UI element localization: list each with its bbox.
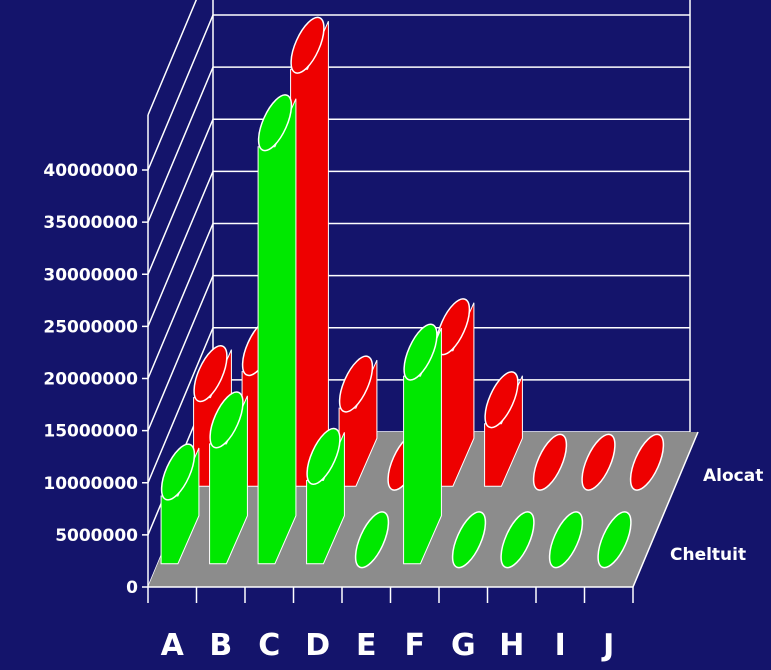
y-tick-label: 30000000 (43, 265, 138, 285)
bar-cheltuit-G (451, 511, 487, 569)
series-label-alocat: Alocat (703, 466, 763, 486)
x-tick-label: E (356, 628, 377, 663)
bar-top (629, 433, 665, 491)
bar-top (451, 511, 487, 569)
bar-cheltuit-A (160, 443, 200, 565)
bar-cheltuit-B (209, 391, 248, 565)
y-tick-label: 20000000 (43, 370, 138, 390)
x-tick-label: H (499, 628, 524, 663)
series-label-cheltuit: Cheltuit (670, 545, 746, 565)
side-gridline (147, 327, 214, 484)
side-gridline (147, 14, 214, 171)
chart-labels: 0 5000000 10000000 15000000 20000000 25000000… (43, 161, 763, 663)
side-gridline (147, 223, 214, 379)
x-tick-label: F (405, 628, 426, 663)
side-gridline (147, 118, 214, 275)
bar-alocat-I (581, 433, 616, 491)
bar-top (597, 511, 632, 569)
x-tick-label: B (209, 628, 232, 663)
bar-alocat-G (484, 371, 523, 487)
y-tick-label: 10000000 (43, 474, 138, 494)
chart-axes (142, 115, 699, 603)
bar-alocat-J (629, 433, 665, 491)
bar-cheltuit-F (403, 323, 442, 565)
side-gridline (147, 171, 214, 327)
x-tick-label: G (451, 628, 476, 663)
bar-body (403, 327, 442, 565)
bar-cheltuit-D (306, 427, 345, 565)
side-gridline (147, 275, 214, 431)
y-tick-label: 5000000 (55, 526, 138, 546)
bar-top (209, 391, 244, 449)
bar-cheltuit-E (354, 511, 390, 569)
bar-body (306, 432, 345, 565)
y-tick-label: 40000000 (43, 161, 138, 181)
x-tick-label: J (601, 628, 614, 663)
x-tick-label: C (258, 628, 280, 663)
bar-top (160, 443, 196, 501)
bar-top (290, 16, 325, 74)
bar-top (193, 345, 228, 403)
bar-body (338, 359, 378, 487)
bar-cheltuit-J (597, 511, 632, 569)
bar-top (532, 433, 568, 491)
bar-top (484, 371, 519, 429)
bar-top (581, 433, 616, 491)
bar-cheltuit-C (257, 94, 297, 565)
y-tick-label: 25000000 (43, 317, 138, 337)
x-tick-label: A (161, 628, 185, 663)
depth-axis (632, 431, 699, 588)
bar-top (500, 511, 535, 569)
bar-top (403, 323, 438, 381)
y-tick-label: 35000000 (43, 213, 138, 233)
bar-top (354, 511, 390, 569)
y-tick-label: 0 (126, 578, 138, 598)
y-tick-label: 15000000 (43, 422, 138, 442)
bar-top (306, 427, 341, 485)
x-tick-label: I (555, 628, 566, 663)
bar-alocat-H (532, 433, 568, 491)
bar-cheltuit-H (500, 511, 535, 569)
bar-top (257, 94, 293, 152)
bar-body (209, 395, 248, 565)
bar-body (257, 98, 297, 565)
bar-top (548, 511, 584, 569)
side-gridline (147, 0, 198, 116)
chart-bars (160, 16, 665, 569)
bar-cheltuit-I (548, 511, 584, 569)
x-tick-label: D (305, 628, 330, 663)
side-gridline (147, 66, 214, 223)
bar-top (338, 355, 374, 413)
bar-alocat-D (338, 355, 378, 487)
